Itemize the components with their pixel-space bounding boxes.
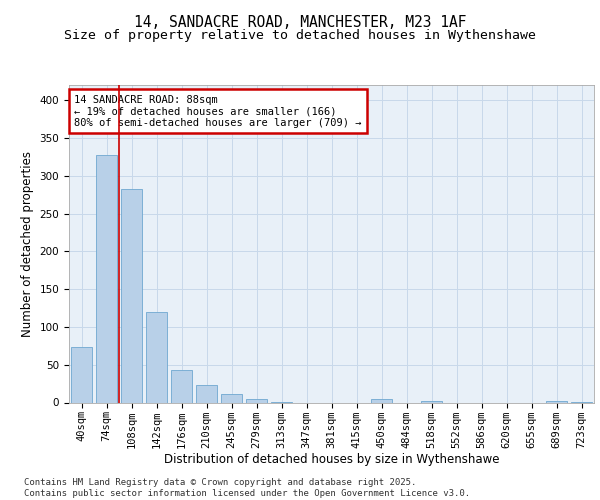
Bar xyxy=(371,398,392,402)
Bar xyxy=(121,188,142,402)
Bar xyxy=(171,370,192,402)
Bar xyxy=(96,154,117,402)
Bar xyxy=(146,312,167,402)
Text: 14 SANDACRE ROAD: 88sqm
← 19% of detached houses are smaller (166)
80% of semi-d: 14 SANDACRE ROAD: 88sqm ← 19% of detache… xyxy=(74,94,362,128)
Text: Size of property relative to detached houses in Wythenshawe: Size of property relative to detached ho… xyxy=(64,28,536,42)
Y-axis label: Number of detached properties: Number of detached properties xyxy=(21,151,34,337)
Bar xyxy=(421,401,442,402)
X-axis label: Distribution of detached houses by size in Wythenshawe: Distribution of detached houses by size … xyxy=(164,453,499,466)
Bar xyxy=(246,400,267,402)
Bar xyxy=(546,401,567,402)
Bar xyxy=(221,394,242,402)
Text: 14, SANDACRE ROAD, MANCHESTER, M23 1AF: 14, SANDACRE ROAD, MANCHESTER, M23 1AF xyxy=(134,15,466,30)
Bar xyxy=(71,346,92,403)
Bar xyxy=(196,385,217,402)
Text: Contains HM Land Registry data © Crown copyright and database right 2025.
Contai: Contains HM Land Registry data © Crown c… xyxy=(24,478,470,498)
